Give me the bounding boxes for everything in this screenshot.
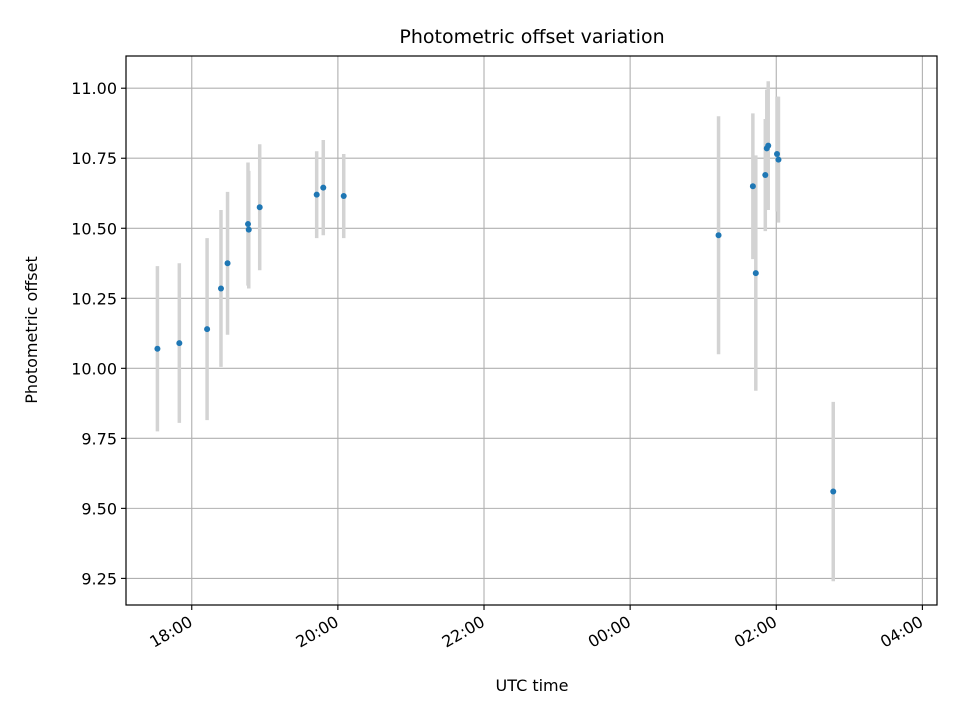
- data-point: [752, 270, 759, 277]
- data-point: [765, 142, 772, 149]
- data-point: [775, 156, 782, 163]
- y-tick-label: 10.75: [71, 149, 117, 168]
- chart-title: Photometric offset variation: [399, 26, 664, 48]
- data-point: [340, 193, 347, 200]
- data-points: [154, 142, 837, 495]
- data-point: [762, 172, 769, 179]
- data-point: [313, 191, 320, 198]
- y-tick-label: 9.50: [81, 499, 117, 518]
- y-tick-label: 11.00: [71, 79, 117, 98]
- plot-frame: [125, 55, 938, 606]
- data-point: [217, 285, 224, 292]
- data-point: [715, 232, 722, 239]
- data-point: [245, 226, 252, 233]
- x-axis-title: UTC time: [496, 676, 569, 695]
- data-point: [773, 151, 780, 158]
- data-point: [245, 221, 252, 228]
- y-tick-label: 9.25: [81, 569, 117, 588]
- data-point: [176, 340, 183, 347]
- data-point: [830, 488, 837, 495]
- data-point: [204, 326, 211, 333]
- data-point: [320, 184, 327, 191]
- data-point: [749, 183, 756, 190]
- y-axis-title: Photometric offset: [22, 256, 41, 404]
- y-tick-label: 10.00: [71, 359, 117, 378]
- y-tick-label: 9.75: [81, 429, 117, 448]
- y-tick-label: 10.50: [71, 219, 117, 238]
- data-point: [256, 204, 263, 211]
- data-point: [224, 260, 231, 267]
- data-point: [154, 345, 161, 352]
- y-tick-label: 10.25: [71, 289, 117, 308]
